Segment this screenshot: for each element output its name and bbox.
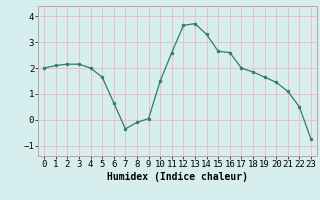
X-axis label: Humidex (Indice chaleur): Humidex (Indice chaleur): [107, 172, 248, 182]
